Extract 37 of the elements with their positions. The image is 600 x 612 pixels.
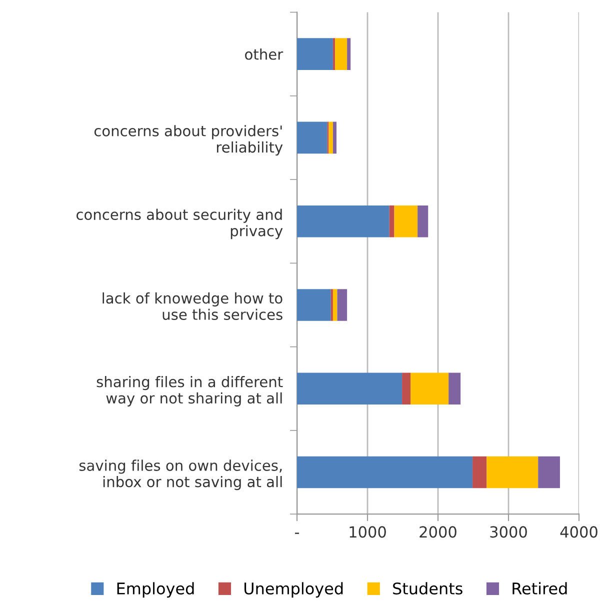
y-tick-label: other — [245, 48, 284, 60]
bar — [472, 456, 487, 488]
bar — [297, 122, 328, 154]
legend-label: Students — [393, 582, 462, 595]
bar — [402, 372, 411, 405]
bar — [297, 38, 333, 70]
bar — [297, 372, 402, 405]
legend-label: Employed — [117, 582, 194, 598]
x-tick-label: 3000 — [490, 526, 527, 538]
y-tick-label: concerns about security and privacy — [76, 208, 283, 240]
bar — [418, 205, 428, 238]
legend-label: Unemployed — [244, 582, 343, 598]
bar — [297, 456, 473, 488]
bar — [335, 38, 348, 70]
x-tick-label: 1000 — [350, 526, 386, 538]
bar — [328, 122, 333, 154]
bar — [332, 122, 336, 154]
bar — [297, 205, 390, 238]
bar — [297, 289, 331, 321]
x-tick-label: - — [294, 532, 300, 534]
y-tick-label: saving files on own devices, inbox or not saving at all — [79, 460, 282, 490]
bar — [347, 38, 351, 70]
bar — [538, 456, 560, 488]
bar — [448, 372, 461, 405]
bar — [332, 289, 338, 321]
bar — [337, 289, 348, 321]
y-tick-label: sharing files in a different way or not sharing at all — [96, 376, 283, 406]
bar — [332, 38, 336, 70]
x-tick-label: 2000 — [420, 526, 456, 538]
bar — [389, 205, 394, 238]
bar — [394, 205, 418, 238]
bar — [486, 456, 538, 488]
x-tick-label: 4000 — [560, 526, 598, 538]
y-tick-label: concerns about providers' reliability — [94, 125, 283, 156]
bar — [410, 372, 449, 405]
y-tick-label: lack of knowedge how to use this services — [102, 292, 282, 320]
legend-label: Retired — [512, 582, 567, 595]
